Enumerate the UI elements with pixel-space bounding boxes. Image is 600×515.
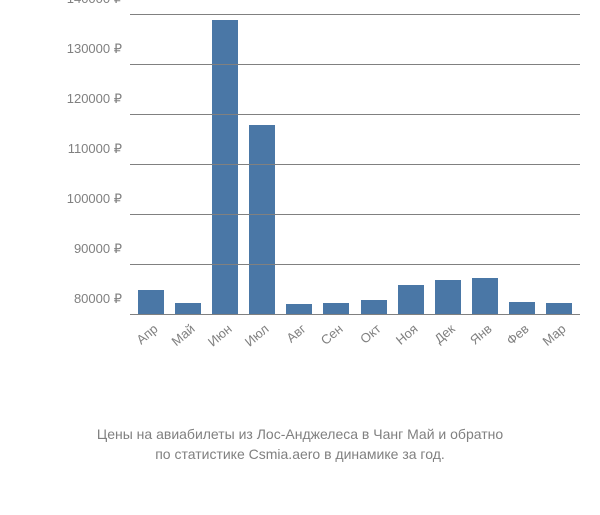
- bar-slot: Мар: [541, 15, 578, 315]
- bar-slot: Фев: [504, 15, 541, 315]
- bar: [509, 302, 535, 316]
- bar-slot: Май: [169, 15, 206, 315]
- y-tick-label: 100000 ₽: [67, 191, 130, 207]
- caption-line: по статистике Csmia.aero в динамике за г…: [0, 445, 600, 465]
- bar-slot: Окт: [355, 15, 392, 315]
- bar: [138, 290, 164, 315]
- x-tick-label: Янв: [467, 321, 495, 348]
- x-tick-label: Авг: [284, 321, 309, 346]
- x-tick-label: Май: [168, 321, 197, 349]
- gridline: [130, 214, 580, 215]
- bar-slot: Сен: [318, 15, 355, 315]
- bar-slot: Янв: [467, 15, 504, 315]
- y-tick-label: 90000 ₽: [74, 241, 130, 257]
- bar-slot: Ноя: [392, 15, 429, 315]
- x-tick-label: Окт: [357, 321, 383, 347]
- bars-container: АпрМайИюнИюлАвгСенОктНояДекЯнвФевМар: [130, 15, 580, 315]
- x-tick-label: Мар: [540, 321, 569, 349]
- bar: [249, 125, 275, 315]
- bar-slot: Июл: [244, 15, 281, 315]
- bar: [398, 285, 424, 315]
- y-tick-label: 130000 ₽: [67, 41, 130, 57]
- chart-caption: Цены на авиабилеты из Лос-Анджелеса в Ча…: [0, 425, 600, 464]
- bar-slot: Дек: [429, 15, 466, 315]
- x-tick-label: Апр: [133, 321, 160, 347]
- bar-slot: Авг: [281, 15, 318, 315]
- x-tick-label: Июн: [205, 321, 235, 349]
- x-tick-label: Июл: [242, 321, 272, 349]
- y-tick-label: 140000 ₽: [67, 0, 130, 7]
- y-tick-label: 80000 ₽: [74, 291, 130, 307]
- bar: [472, 278, 498, 316]
- bar: [361, 300, 387, 315]
- x-tick-label: Ноя: [393, 321, 421, 348]
- x-tick-label: Сен: [318, 321, 346, 348]
- gridline: [130, 114, 580, 115]
- caption-line: Цены на авиабилеты из Лос-Анджелеса в Ча…: [0, 425, 600, 445]
- bar-slot: Июн: [206, 15, 243, 315]
- bar-slot: Апр: [132, 15, 169, 315]
- bar: [435, 280, 461, 315]
- x-tick-label: Дек: [431, 321, 457, 346]
- gridline: [130, 14, 580, 15]
- price-bar-chart: АпрМайИюнИюлАвгСенОктНояДекЯнвФевМар 800…: [50, 15, 590, 355]
- gridline: [130, 264, 580, 265]
- gridline: [130, 314, 580, 315]
- y-tick-label: 120000 ₽: [67, 91, 130, 107]
- plot-area: АпрМайИюнИюлАвгСенОктНояДекЯнвФевМар 800…: [130, 15, 580, 315]
- y-tick-label: 110000 ₽: [68, 141, 130, 157]
- gridline: [130, 64, 580, 65]
- x-tick-label: Фев: [504, 321, 532, 348]
- gridline: [130, 164, 580, 165]
